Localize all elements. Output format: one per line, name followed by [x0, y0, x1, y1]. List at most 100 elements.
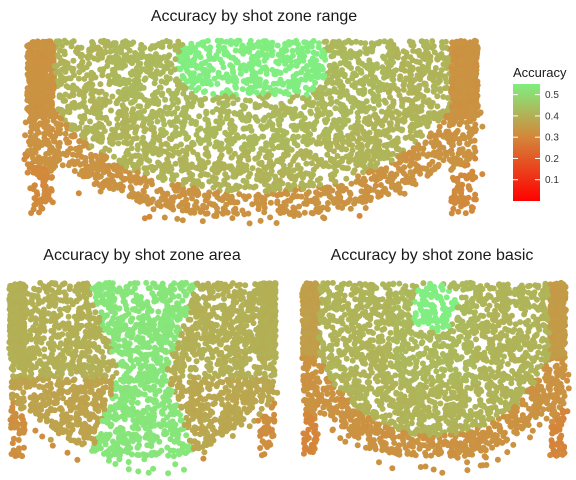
shot-point-range — [388, 170, 395, 177]
shot-point-range — [303, 196, 310, 203]
shot-point-range — [468, 104, 474, 111]
shot-point-range — [274, 158, 281, 164]
shot-point-range — [192, 95, 199, 102]
shot-point-range — [193, 131, 200, 138]
shot-point-range — [231, 110, 238, 116]
shot-point-range — [472, 191, 479, 198]
shot-point-range — [199, 218, 206, 225]
shot-point-range — [125, 151, 132, 158]
shot-point-range — [177, 54, 183, 61]
shot-point-range — [303, 160, 310, 167]
shot-point-range — [339, 204, 346, 211]
shot-point-range — [205, 120, 212, 127]
shot-point-range — [385, 44, 392, 50]
shot-point-range — [261, 209, 268, 216]
shot-point-range — [47, 48, 54, 55]
shot-point-range — [394, 87, 401, 94]
shot-point-range — [175, 99, 181, 105]
shot-point-range — [218, 38, 225, 45]
shot-point-range — [375, 40, 382, 47]
shot-point-range — [369, 46, 376, 53]
shot-point-range — [217, 113, 224, 120]
shot-point-range — [286, 211, 293, 217]
shot-point-range — [355, 114, 362, 121]
shot-point-range — [30, 169, 37, 176]
shot-point-range — [62, 63, 69, 70]
shot-point-range — [449, 164, 456, 171]
shot-point-range — [276, 177, 283, 184]
shot-point-range — [413, 90, 420, 97]
shot-point-range — [263, 70, 270, 77]
shot-point-range — [24, 43, 31, 49]
panel-title-area: Accuracy by shot zone area — [43, 247, 241, 264]
shot-point-range — [226, 148, 233, 155]
shot-point-range — [202, 116, 209, 123]
shot-point-range — [387, 121, 394, 128]
shot-point-range — [88, 69, 95, 76]
shot-point-range — [439, 108, 446, 115]
shot-point-range — [390, 76, 397, 83]
shot-point-range — [56, 92, 63, 99]
shot-point-range — [399, 126, 406, 133]
shot-point-range — [436, 123, 443, 130]
shot-point-range — [394, 53, 401, 60]
shot-point-range — [253, 199, 260, 206]
shot-point-range — [205, 159, 211, 166]
shot-point-range — [263, 154, 270, 161]
shot-point-range — [357, 39, 364, 46]
shot-point-range — [412, 96, 419, 102]
shot-point-range — [81, 139, 88, 146]
shot-point-range — [317, 181, 324, 188]
shot-point-range — [170, 94, 176, 101]
shot-point-range — [338, 135, 345, 142]
shot-point-range — [73, 126, 80, 132]
shot-point-range — [193, 87, 200, 94]
shot-point-range — [362, 49, 369, 56]
shot-point-range — [445, 55, 452, 61]
shot-point-range — [97, 123, 104, 130]
shot-point-range — [200, 202, 207, 209]
shot-point-range — [461, 198, 468, 205]
shot-point-range — [193, 62, 200, 69]
shot-point-range — [251, 137, 258, 144]
shot-point-range — [242, 97, 249, 104]
shot-point-range — [341, 45, 347, 52]
shot-point-range — [115, 62, 122, 69]
shot-point-range — [406, 133, 413, 140]
shot-point-range — [299, 52, 306, 59]
shot-point-range — [165, 168, 172, 175]
shot-point-range — [279, 52, 285, 59]
shot-point-range — [195, 50, 202, 57]
shot-point-range — [202, 95, 209, 102]
shot-point-range — [129, 109, 135, 116]
shot-point-range — [439, 43, 445, 50]
shot-point-range — [259, 125, 266, 132]
shot-point-range — [210, 97, 217, 103]
shot-point-range — [246, 140, 253, 147]
shot-point-range — [211, 56, 218, 62]
shot-point-range — [141, 146, 147, 153]
shot-point-range — [438, 151, 445, 157]
shot-point-range — [459, 181, 466, 188]
shot-point-range — [102, 49, 109, 56]
shot-point-range — [414, 132, 421, 138]
shot-point-range — [80, 94, 87, 101]
shot-point-range — [263, 65, 269, 72]
shot-point-range — [354, 162, 361, 169]
shot-point-range — [443, 79, 450, 86]
shot-point-range — [163, 192, 169, 199]
shot-point-range — [94, 129, 101, 136]
shot-point-range — [466, 186, 473, 193]
shot-point-range — [114, 116, 121, 122]
shot-point-range — [358, 154, 365, 161]
shot-point-range — [137, 103, 144, 110]
shot-point-range — [42, 48, 49, 55]
shot-point-range — [412, 181, 419, 188]
shot-point-range — [70, 57, 77, 64]
shot-point-range — [425, 63, 431, 70]
shot-point-range — [421, 42, 428, 49]
shot-point-range — [305, 97, 312, 104]
shot-point-range — [471, 144, 478, 151]
shot-point-range — [306, 121, 313, 128]
shot-point-range — [161, 214, 168, 221]
